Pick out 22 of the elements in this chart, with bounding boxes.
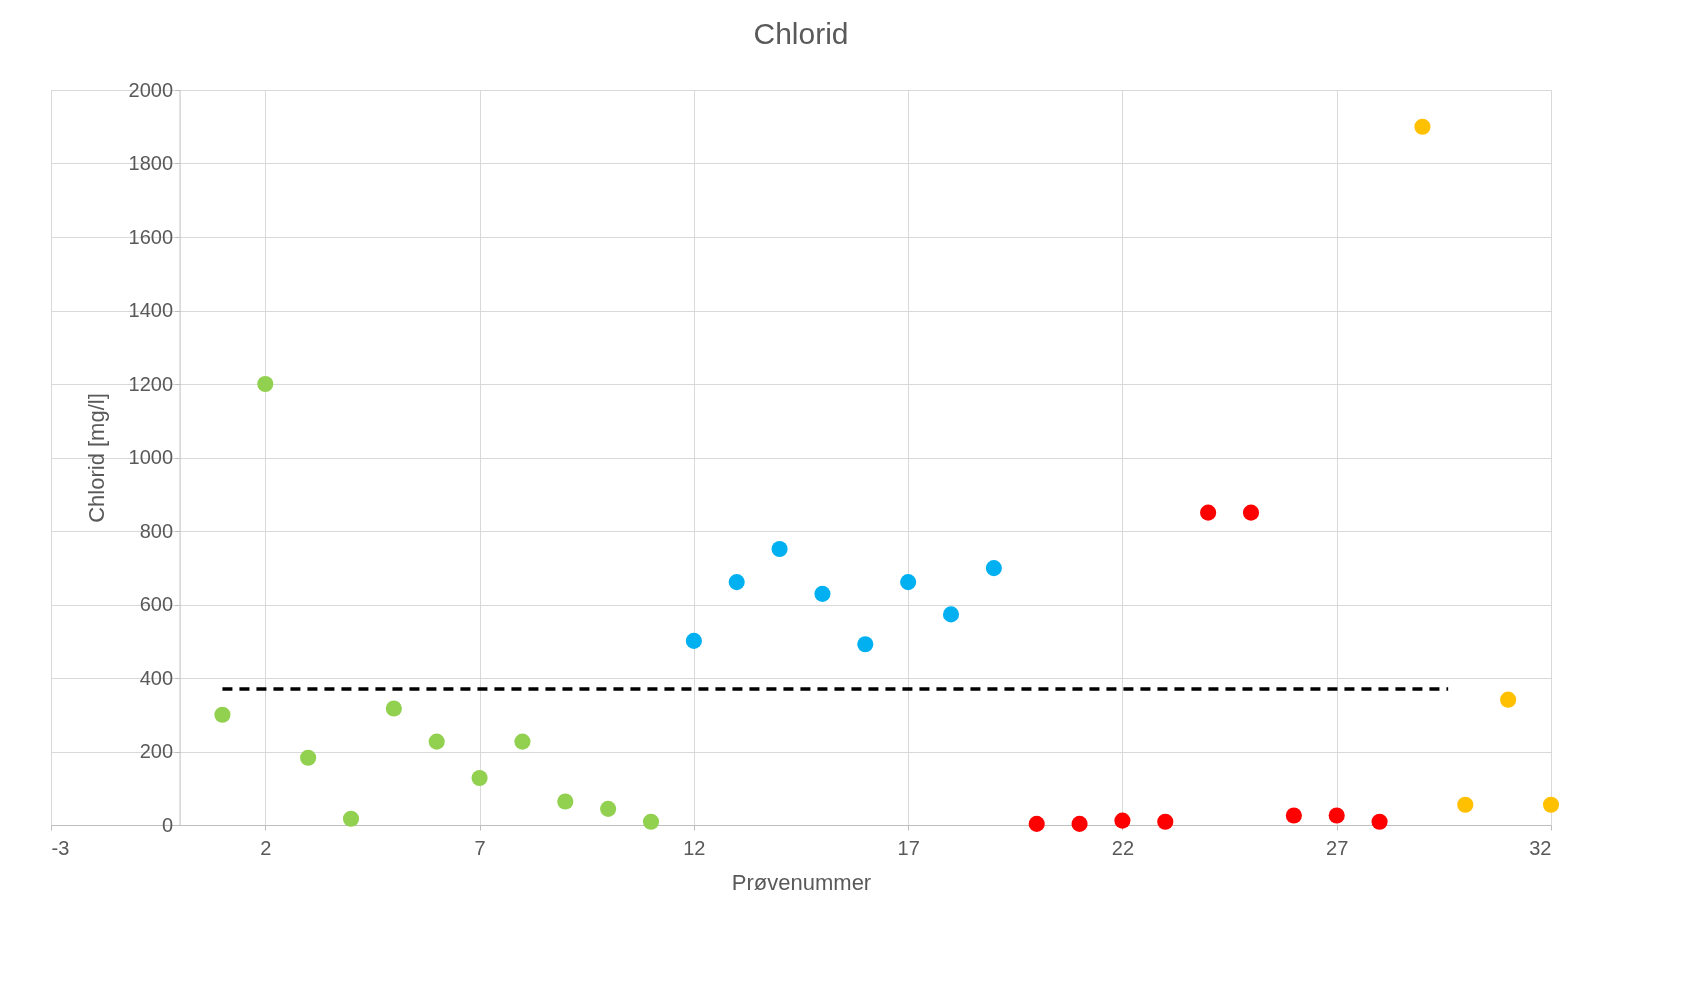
y-tick-label: 200 <box>139 740 174 762</box>
y-tick-label: 0 <box>161 813 174 836</box>
y-tick-label: 400 <box>139 666 174 689</box>
x-tick-label: 7 <box>474 836 486 859</box>
y-tick-label: 600 <box>139 593 174 615</box>
y-tick-label: 1000 <box>128 446 174 468</box>
x-tick-label: 22 <box>1111 836 1135 859</box>
y-tick-label: 1200 <box>128 372 174 395</box>
x-tick-label: 2 <box>260 836 272 859</box>
y-tick-label: 2000 <box>128 78 174 101</box>
x-axis-title: Prøvenummer <box>731 869 872 895</box>
y-tick-label: 1800 <box>128 152 174 174</box>
x-tick-label: 17 <box>897 836 920 859</box>
x-tick-label: 27 <box>1326 836 1349 859</box>
y-tick-label: 1600 <box>128 225 174 248</box>
y-axis-title: Chlorid [mg/l] <box>83 393 109 523</box>
x-tick-label: 12 <box>683 836 706 859</box>
x-tick-label: 32 <box>1529 836 1552 859</box>
chart-title: Chlorid <box>753 17 849 50</box>
y-tick-label: 1400 <box>128 299 174 321</box>
y-tick-label: 800 <box>139 519 174 542</box>
x-tick-label: -3 <box>51 836 70 859</box>
